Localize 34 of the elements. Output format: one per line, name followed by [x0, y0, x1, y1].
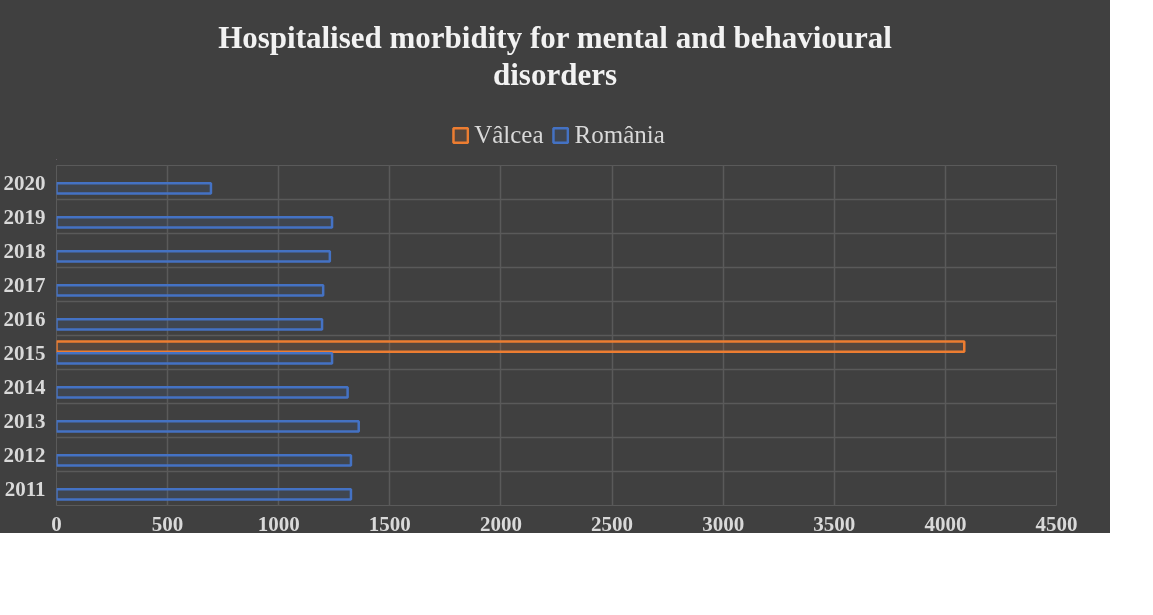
x-tick-label: 4500: [1035, 511, 1078, 536]
y-tick-label: 2017: [3, 272, 46, 297]
x-tick-label: 500: [151, 511, 184, 536]
x-tick-label: 2000: [479, 511, 522, 536]
y-tick-label: 2019: [3, 204, 46, 229]
bar: [56, 419, 360, 433]
chart-title: Hospitalised morbidity for mental and behavioural disorders: [217, 19, 893, 94]
bar: [56, 317, 324, 331]
y-tick-label: 2014: [3, 374, 46, 399]
bar: [56, 249, 332, 263]
y-tick-label: 2012: [3, 442, 46, 467]
y-tick-label: 2013: [3, 408, 46, 433]
y-tick-label: 2020: [3, 170, 46, 195]
bar: [56, 385, 349, 399]
x-tick-label: 1000: [257, 511, 300, 536]
bar: [56, 283, 325, 297]
x-tick-label: 2500: [591, 511, 634, 536]
y-tick-label: 2016: [3, 306, 46, 331]
x-tick-label: 3000: [702, 511, 745, 536]
legend-label: România: [574, 121, 665, 149]
bar: [56, 340, 966, 354]
legend-label: Vâlcea: [474, 121, 544, 149]
x-tick-label: 4000: [924, 511, 967, 536]
bar: [56, 487, 353, 501]
bar: [56, 453, 353, 467]
x-tick-label: 3500: [813, 511, 856, 536]
y-tick-label: 2011: [4, 476, 46, 501]
bar: [56, 351, 334, 365]
x-tick-label: 0: [51, 511, 62, 536]
bar: [56, 181, 213, 195]
x-tick-label: 1500: [368, 511, 411, 536]
y-tick-label: 2018: [3, 238, 46, 263]
bar: [56, 215, 334, 229]
y-tick-label: 2015: [3, 340, 46, 365]
